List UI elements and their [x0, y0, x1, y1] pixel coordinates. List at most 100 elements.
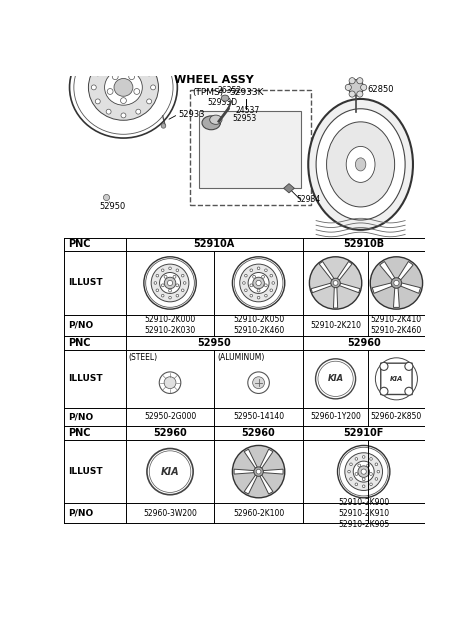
- Text: 52950-14140: 52950-14140: [233, 413, 284, 422]
- Circle shape: [232, 446, 285, 498]
- Circle shape: [333, 281, 338, 285]
- Circle shape: [121, 98, 126, 104]
- Circle shape: [338, 446, 390, 498]
- Circle shape: [394, 281, 399, 286]
- Circle shape: [358, 466, 369, 477]
- Text: (ALUMINUM): (ALUMINUM): [218, 353, 265, 362]
- Polygon shape: [284, 184, 294, 193]
- Circle shape: [147, 449, 193, 495]
- Polygon shape: [234, 469, 254, 474]
- Ellipse shape: [316, 109, 405, 220]
- Polygon shape: [263, 469, 283, 474]
- Circle shape: [106, 61, 111, 66]
- Circle shape: [362, 485, 365, 488]
- Circle shape: [129, 74, 135, 80]
- Circle shape: [182, 274, 184, 277]
- Text: 52910-2K050
52910-2K460: 52910-2K050 52910-2K460: [233, 315, 284, 336]
- Text: 52910A: 52910A: [193, 240, 235, 250]
- Circle shape: [151, 264, 189, 302]
- Circle shape: [264, 269, 267, 272]
- Text: 52960-2K850: 52960-2K850: [371, 413, 422, 422]
- Text: 62850: 62850: [368, 85, 394, 94]
- Circle shape: [369, 473, 372, 475]
- FancyBboxPatch shape: [381, 363, 412, 394]
- Circle shape: [264, 295, 267, 297]
- Circle shape: [240, 264, 278, 302]
- Circle shape: [360, 84, 367, 90]
- Circle shape: [272, 282, 274, 284]
- Text: (TPMS): (TPMS): [192, 88, 223, 97]
- Polygon shape: [401, 283, 420, 293]
- Text: 24537: 24537: [236, 106, 260, 115]
- Circle shape: [358, 464, 361, 467]
- Circle shape: [375, 463, 378, 466]
- Circle shape: [370, 257, 422, 309]
- Circle shape: [362, 456, 365, 458]
- Polygon shape: [340, 283, 360, 293]
- Circle shape: [377, 470, 380, 473]
- Ellipse shape: [355, 158, 366, 171]
- Circle shape: [121, 113, 126, 118]
- Text: P/NO: P/NO: [68, 509, 93, 518]
- Circle shape: [362, 478, 365, 481]
- Polygon shape: [372, 283, 392, 293]
- Text: 52960-2K100: 52960-2K100: [233, 509, 284, 518]
- Ellipse shape: [88, 54, 158, 120]
- Text: 52910F: 52910F: [343, 428, 384, 438]
- Circle shape: [245, 289, 247, 291]
- Circle shape: [173, 276, 176, 278]
- Text: ILLUST: ILLUST: [68, 279, 103, 288]
- Circle shape: [355, 473, 358, 475]
- Circle shape: [164, 276, 167, 278]
- Circle shape: [256, 470, 261, 474]
- Circle shape: [350, 463, 352, 466]
- Circle shape: [264, 284, 267, 287]
- Circle shape: [349, 78, 355, 84]
- Circle shape: [159, 372, 181, 394]
- Circle shape: [250, 284, 253, 287]
- Circle shape: [147, 99, 151, 104]
- Polygon shape: [394, 288, 399, 307]
- Circle shape: [176, 295, 179, 297]
- Ellipse shape: [210, 115, 222, 125]
- Text: 52910-2K410
52910-2K460: 52910-2K410 52910-2K460: [371, 315, 422, 336]
- Text: PNC: PNC: [68, 240, 90, 250]
- Circle shape: [345, 453, 383, 490]
- Circle shape: [256, 281, 261, 286]
- Circle shape: [96, 71, 100, 76]
- Circle shape: [150, 85, 156, 90]
- Circle shape: [91, 85, 96, 90]
- Circle shape: [176, 269, 179, 272]
- Text: KIA: KIA: [327, 374, 344, 384]
- Circle shape: [169, 267, 171, 270]
- Circle shape: [164, 277, 176, 289]
- Circle shape: [349, 91, 355, 97]
- Ellipse shape: [308, 99, 413, 230]
- Text: 52960-3W200: 52960-3W200: [143, 509, 197, 518]
- Circle shape: [96, 99, 100, 104]
- Text: P/NO: P/NO: [68, 413, 93, 422]
- Circle shape: [121, 57, 126, 62]
- Circle shape: [257, 296, 260, 299]
- Circle shape: [250, 269, 253, 272]
- Circle shape: [156, 274, 158, 277]
- Ellipse shape: [202, 116, 220, 130]
- Polygon shape: [244, 475, 257, 494]
- Circle shape: [161, 124, 166, 128]
- Circle shape: [168, 289, 172, 292]
- Circle shape: [361, 469, 366, 474]
- Circle shape: [107, 88, 113, 94]
- Text: 52960: 52960: [347, 338, 381, 348]
- Text: 52960-1Y200: 52960-1Y200: [310, 413, 361, 422]
- Circle shape: [253, 377, 264, 389]
- Polygon shape: [333, 288, 338, 308]
- Circle shape: [257, 267, 260, 270]
- Polygon shape: [319, 262, 334, 280]
- Circle shape: [331, 278, 340, 288]
- Circle shape: [355, 458, 358, 460]
- Text: 52934: 52934: [297, 195, 321, 204]
- Circle shape: [254, 467, 263, 477]
- Circle shape: [348, 80, 364, 95]
- Circle shape: [367, 464, 369, 467]
- Text: 52950: 52950: [197, 338, 231, 348]
